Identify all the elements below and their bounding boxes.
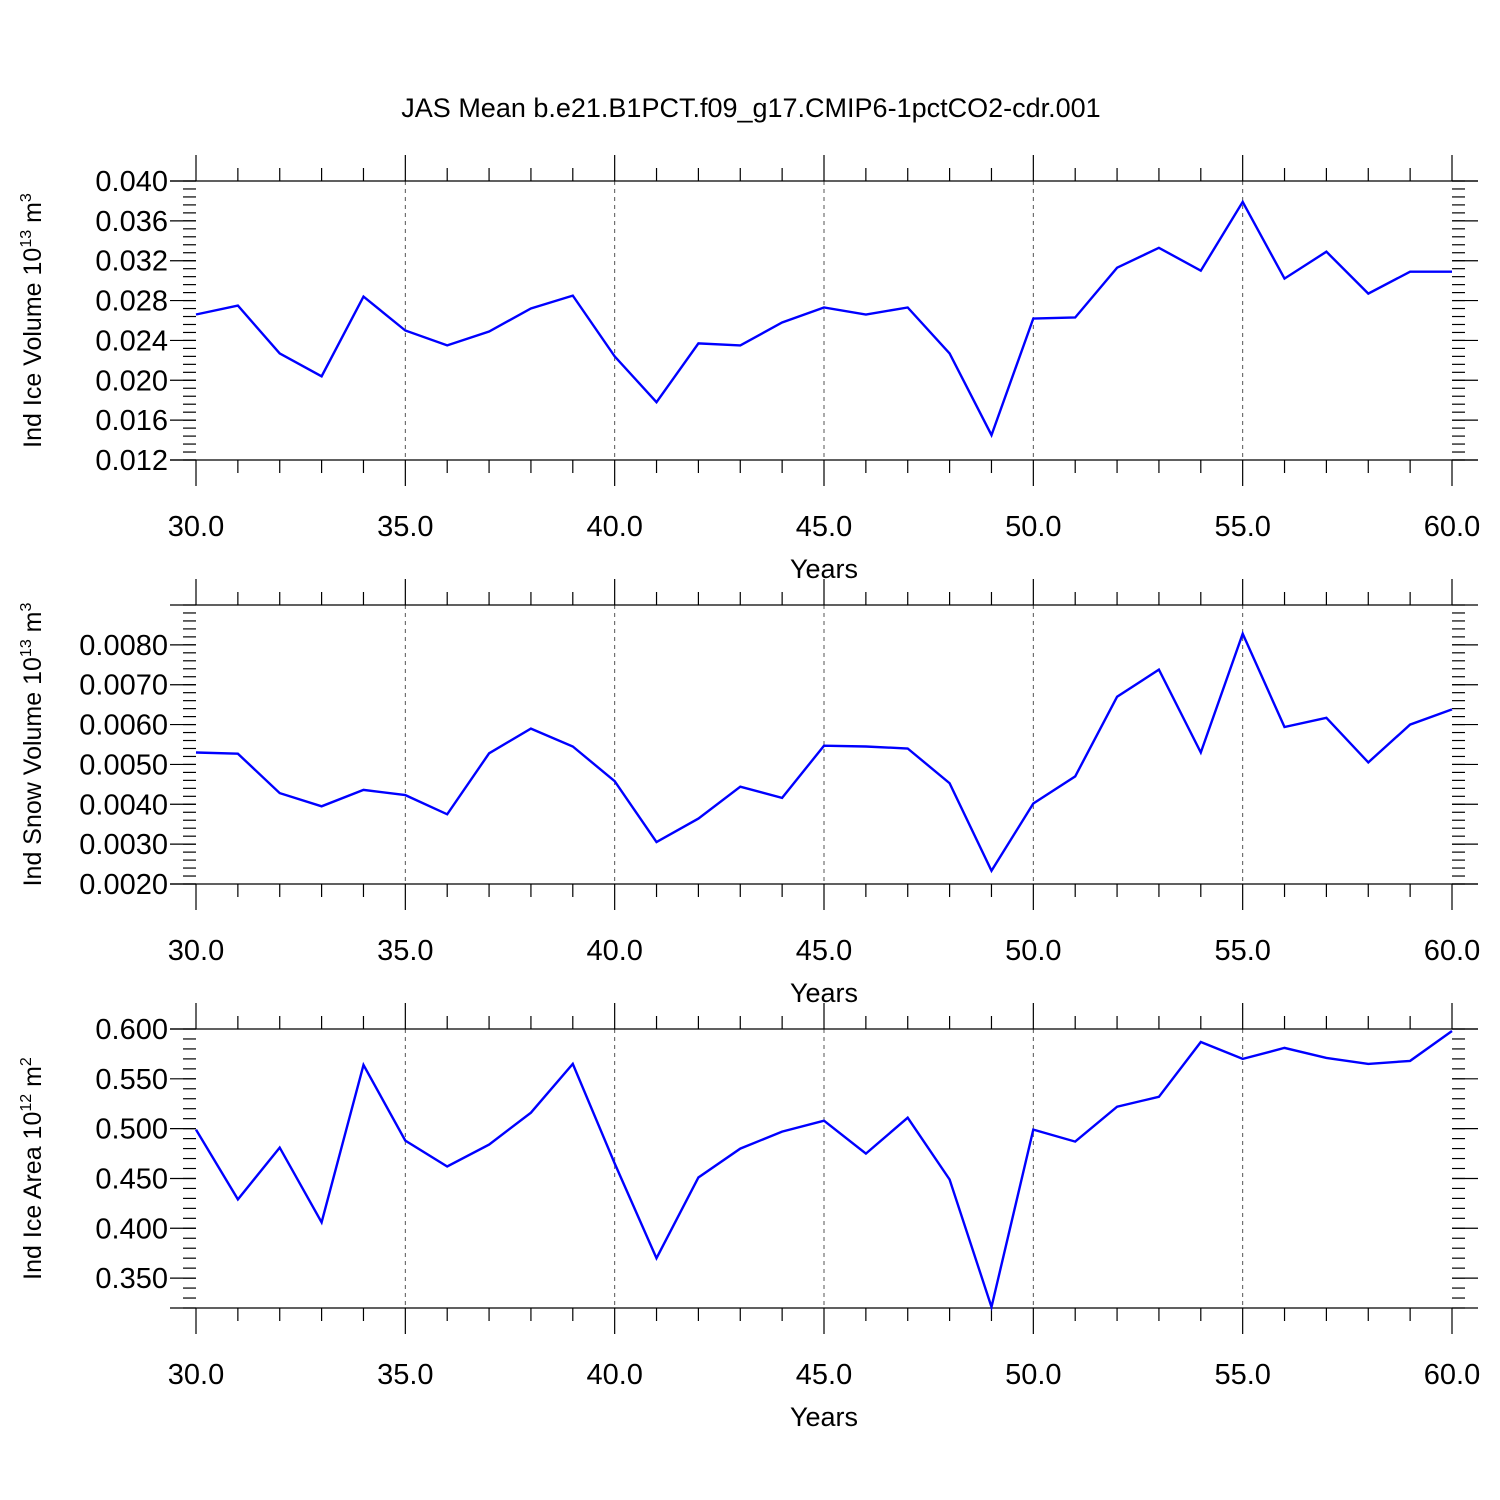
- x-tick-label: 55.0: [1214, 1359, 1270, 1391]
- x-tick-label: 45.0: [796, 511, 852, 543]
- y-tick-label: 0.550: [95, 1064, 168, 1096]
- y-axis-label: Ind Ice Area 1012 m2: [18, 1057, 47, 1280]
- y-tick-label: 0.028: [95, 286, 168, 318]
- y-tick-label: 0.020: [95, 365, 168, 397]
- data-series-line: [194, 1030, 1453, 1312]
- y-tick-label: 0.0080: [79, 630, 168, 662]
- x-tick-label: 60.0: [1424, 935, 1480, 967]
- y-tick-label: 0.036: [95, 206, 168, 238]
- y-tick-label: 0.016: [95, 405, 168, 437]
- y-tick-label: 0.600: [95, 1014, 168, 1046]
- x-tick-label: 50.0: [1005, 935, 1061, 967]
- x-tick-label: 30.0: [168, 935, 224, 967]
- x-tick-label: 30.0: [168, 1359, 224, 1391]
- x-tick-label: 40.0: [586, 935, 642, 967]
- x-tick-label: 55.0: [1214, 935, 1270, 967]
- y-tick-label: 0.0070: [79, 670, 168, 702]
- panel-2: 0.0020 0.0030 0.0040 0.0050 0.0060 0.0070 0.00…: [18, 579, 1480, 1008]
- x-tick-label: 30.0: [168, 511, 224, 543]
- y-tick-label: 0.0020: [79, 869, 168, 901]
- y-axis-label: Ind Snow Volume 1013 m3: [18, 603, 47, 887]
- y-tick-label: 0.0060: [79, 710, 168, 742]
- y-tick-label: 0.350: [95, 1263, 168, 1295]
- data-series-line: [195, 199, 1452, 439]
- x-tick-label: 60.0: [1424, 1359, 1480, 1391]
- panels: 0.012 0.016 0.020 0.024 0.028 0.032 0.036 0.040…: [18, 155, 1480, 1432]
- x-tick-label: 35.0: [377, 511, 433, 543]
- panel-1: 0.012 0.016 0.020 0.024 0.028 0.032 0.036 0.040…: [18, 155, 1480, 584]
- figure-title: JAS Mean b.e21.B1PCT.f09_g17.CMIP6-1pctC…: [401, 93, 1100, 123]
- x-tick-label: 60.0: [1424, 511, 1480, 543]
- y-tick-label: 0.032: [95, 246, 168, 278]
- data-series-line: [195, 630, 1453, 874]
- y-tick-label: 0.012: [95, 445, 168, 477]
- y-tick-label: 0.0050: [79, 749, 168, 781]
- x-tick-label: 50.0: [1005, 511, 1061, 543]
- x-tick-label: 35.0: [377, 935, 433, 967]
- y-tick-label: 0.500: [95, 1114, 168, 1146]
- x-tick-label: 50.0: [1005, 1359, 1061, 1391]
- y-tick-label: 0.040: [95, 166, 168, 198]
- x-tick-label: 40.0: [586, 1359, 642, 1391]
- y-tick-label: 0.0030: [79, 829, 168, 861]
- y-tick-label: 0.024: [95, 325, 168, 357]
- y-tick-label: 0.450: [95, 1163, 168, 1195]
- x-tick-label: 45.0: [796, 935, 852, 967]
- y-axis-label: Ind Ice Volume 1013 m3: [18, 193, 47, 448]
- x-tick-label: 40.0: [586, 511, 642, 543]
- x-axis-label: Years: [790, 1402, 858, 1432]
- x-tick-label: 55.0: [1214, 511, 1270, 543]
- y-tick-label: 0.0040: [79, 789, 168, 821]
- panel-3: 0.350 0.400 0.450 0.500 0.550 0.600 30.0 35.0 40…: [18, 1003, 1480, 1432]
- x-tick-label: 45.0: [796, 1359, 852, 1391]
- y-tick-label: 0.400: [95, 1213, 168, 1245]
- x-tick-label: 35.0: [377, 1359, 433, 1391]
